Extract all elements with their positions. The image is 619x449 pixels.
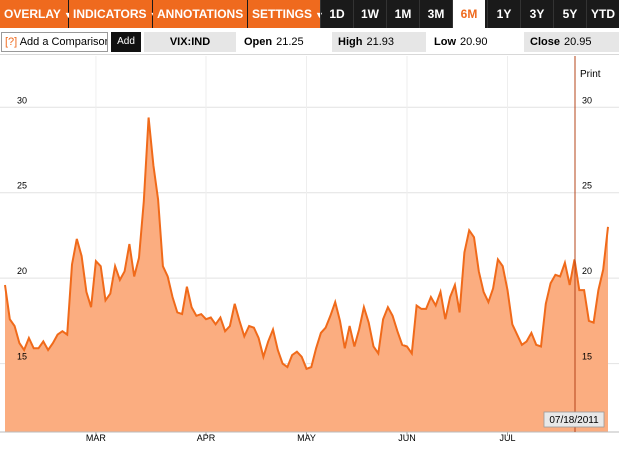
crosshair-date-label: 07/18/2011 bbox=[549, 415, 599, 426]
x-tick-label-jul: JUL bbox=[499, 433, 515, 443]
vix-price-line bbox=[4, 117, 609, 371]
y-tick-label-15: 15 bbox=[17, 352, 27, 362]
y-tick-label-right-20: 20 bbox=[582, 266, 592, 276]
quote-bar: [?] Add a Comparison Add VIX:IND Open 21.… bbox=[0, 28, 619, 55]
y-axis-right: 15 20 25 30 bbox=[582, 95, 592, 361]
chevron-down-icon: ▼ bbox=[64, 10, 73, 20]
print-button[interactable]: Print bbox=[580, 69, 601, 80]
indicators-menu-button[interactable]: INDICATORS▼ bbox=[69, 0, 158, 28]
range-3y-button[interactable]: 3Y bbox=[520, 0, 553, 28]
symbol-label: VIX:IND bbox=[144, 32, 236, 52]
range-1d-button[interactable]: 1D bbox=[320, 0, 353, 28]
annotations-menu-button[interactable]: ANNOTATIONS▼ bbox=[153, 0, 255, 28]
range-6m-button[interactable]: 6M bbox=[452, 0, 485, 28]
x-tick-label-apr: APR bbox=[197, 433, 216, 443]
close-value: Close 20.95 bbox=[524, 32, 619, 52]
chart-toolbar: OVERLAY▼ INDICATORS▼ ANNOTATIONS▼ SETTIN… bbox=[0, 0, 619, 28]
open-value: Open 21.25 bbox=[238, 32, 330, 52]
range-5y-button[interactable]: 5Y bbox=[553, 0, 586, 28]
y-tick-label-right-25: 25 bbox=[582, 181, 592, 191]
help-icon[interactable]: [?] bbox=[5, 36, 18, 48]
crosshair-date-box bbox=[543, 411, 605, 428]
range-1y-button[interactable]: 1Y bbox=[487, 0, 520, 28]
overlay-menu-button[interactable]: OVERLAY▼ bbox=[0, 0, 73, 28]
y-tick-label-right-30: 30 bbox=[582, 95, 592, 105]
vix-area-fill bbox=[5, 117, 608, 432]
comparison-input[interactable]: [?] Add a Comparison bbox=[1, 32, 108, 52]
range-ytd-button[interactable]: YTD bbox=[586, 0, 619, 28]
comparison-placeholder: Add a Comparison bbox=[19, 36, 108, 48]
y-tick-label-25: 25 bbox=[17, 181, 27, 191]
x-tick-label-jun: JUN bbox=[398, 433, 416, 443]
y-tick-label-30: 30 bbox=[17, 95, 27, 105]
x-tick-label-mar: MAR bbox=[86, 433, 107, 443]
x-tick-label-may: MAY bbox=[297, 433, 316, 443]
settings-menu-button[interactable]: SETTINGS ▼ bbox=[248, 0, 324, 28]
y-axis-left: 15 20 25 30 bbox=[17, 95, 27, 361]
range-1m-button[interactable]: 1M bbox=[386, 0, 419, 28]
range-1w-button[interactable]: 1W bbox=[353, 0, 386, 28]
chevron-down-icon: ▼ bbox=[315, 10, 324, 20]
y-tick-label-right-15: 15 bbox=[582, 352, 592, 362]
x-axis: MAR APR MAY JUN JUL bbox=[0, 431, 619, 443]
high-value: High 21.93 bbox=[332, 32, 426, 52]
range-3m-button[interactable]: 3M bbox=[419, 0, 452, 28]
y-tick-label-20: 20 bbox=[17, 266, 27, 276]
add-comparison-button[interactable]: Add bbox=[111, 32, 141, 52]
low-value: Low 20.90 bbox=[428, 32, 522, 52]
